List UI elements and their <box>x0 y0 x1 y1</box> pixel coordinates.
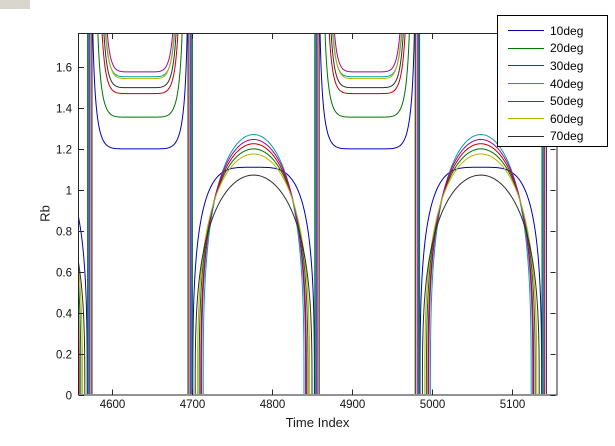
dome-curve-60deg <box>424 153 538 394</box>
legend-entry-label: 50deg <box>550 94 584 109</box>
legend-line-sample <box>508 118 544 120</box>
dome-curve-10deg <box>78 214 88 394</box>
legend-line-sample <box>508 83 544 85</box>
valley-curve-50deg <box>106 33 174 73</box>
legend-entry-20deg: 20deg <box>498 40 607 58</box>
x-axis-label: Time Index <box>285 415 350 430</box>
legend-entry-label: 10deg <box>550 23 584 38</box>
y-tick-label: 0.2 <box>56 350 72 362</box>
legend-entry-label: 30deg <box>550 58 584 73</box>
y-tick-label: 1.2 <box>56 145 72 157</box>
legend-entry-label: 70deg <box>550 129 584 144</box>
y-axis-label: Rb <box>37 205 53 222</box>
dome-curve-40deg <box>202 134 305 394</box>
legend-line-sample <box>508 65 544 67</box>
x-tick-label: 4900 <box>340 399 366 411</box>
valley-curve-30deg <box>101 33 179 95</box>
valley-curve-60deg <box>105 33 175 80</box>
dome-curve-10deg <box>419 166 543 394</box>
axes-box <box>78 33 558 396</box>
dome-curve-10deg <box>192 166 315 394</box>
legend-entry-label: 60deg <box>550 111 584 126</box>
legend-entry-60deg: 60deg <box>498 110 607 128</box>
legend-line-sample <box>508 100 544 102</box>
y-tick-label: 0 <box>66 391 72 403</box>
dome-curve-40deg <box>429 134 532 394</box>
legend-entry-40deg: 40deg <box>498 75 607 93</box>
legend-entry-30deg: 30deg <box>498 57 607 75</box>
dome-curve-30deg <box>200 143 307 394</box>
y-tick-label: 0.6 <box>56 268 72 280</box>
x-tick-label: 4800 <box>260 399 286 411</box>
dome-curve-20deg <box>425 148 536 394</box>
legend-entry-70deg: 70deg <box>498 128 607 146</box>
valley-curve-40deg <box>332 33 403 78</box>
dome-curve-30deg <box>427 143 535 394</box>
valley-curve-20deg <box>97 33 183 118</box>
legend-entry-label: 20deg <box>550 41 584 56</box>
y-tick-label: 1 <box>66 186 72 198</box>
x-tick-label: 5100 <box>500 399 526 411</box>
valley-curve-10deg <box>319 33 415 150</box>
y-tick-label: 0.4 <box>56 309 73 321</box>
legend[interactable]: 10deg 20deg 30deg 40deg 50deg 60deg 70deg <box>497 15 608 147</box>
legend-line-sample <box>508 47 544 49</box>
x-tick-label: 4700 <box>180 399 206 411</box>
valley-curve-60deg <box>332 33 402 80</box>
dome-curve-60deg <box>197 153 311 394</box>
valley-curve-70deg <box>103 33 177 89</box>
valley-curve-40deg <box>105 33 175 78</box>
series-70deg <box>78 33 547 394</box>
y-tick-label: 1.6 <box>56 63 72 75</box>
legend-line-sample <box>508 135 544 137</box>
dome-curve-70deg <box>194 174 313 394</box>
x-tick-label: 4600 <box>100 399 126 411</box>
legend-entry-label: 40deg <box>550 76 584 91</box>
legend-entry-10deg: 10deg <box>498 22 607 40</box>
valley-curve-20deg <box>324 33 410 118</box>
legend-line-sample <box>508 30 544 32</box>
valley-curve-70deg <box>330 33 404 89</box>
window-corner-artifact <box>0 0 30 9</box>
valley-curve-50deg <box>334 33 401 73</box>
y-tick-label: 1.4 <box>56 104 73 116</box>
x-tick-label: 5000 <box>420 399 446 411</box>
valley-curve-10deg <box>92 33 188 150</box>
legend-entry-50deg: 50deg <box>498 92 607 110</box>
curves-group <box>78 33 556 394</box>
dome-curve-70deg <box>421 174 540 394</box>
tick-labels: 4600 4700 4800 4900 5000 5100 0 0.2 0.4 0.6 0.8 1 1.… <box>56 63 525 412</box>
dome-curve-20deg <box>198 148 309 394</box>
valley-curve-30deg <box>328 33 406 95</box>
y-tick-label: 0.8 <box>56 227 72 239</box>
